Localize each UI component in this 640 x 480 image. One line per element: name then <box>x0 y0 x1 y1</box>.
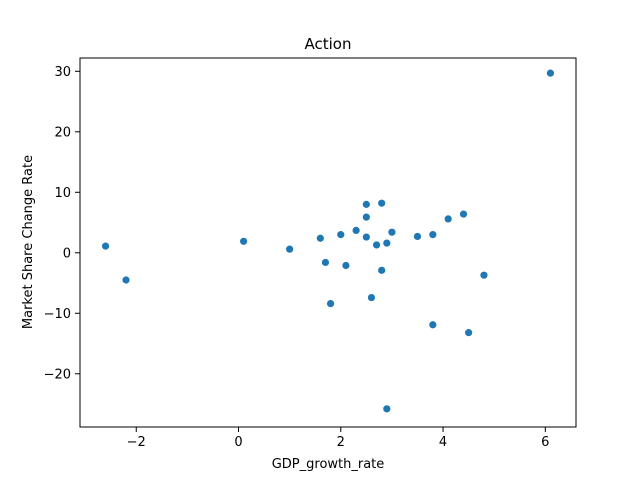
data-point-9 <box>352 226 360 235</box>
data-point-10 <box>362 200 370 208</box>
data-point-4 <box>316 234 324 242</box>
data-point-17 <box>383 239 391 247</box>
data-point-21 <box>429 231 437 239</box>
data-point-11 <box>362 213 370 221</box>
x-tick-label: 6 <box>541 435 549 450</box>
y-tick-label: 10 <box>54 186 71 201</box>
data-point-16 <box>378 266 386 274</box>
data-points <box>101 69 555 413</box>
y-tick-label: −10 <box>44 307 71 322</box>
data-point-2 <box>240 237 248 245</box>
data-point-3 <box>286 245 294 253</box>
data-point-25 <box>465 329 473 337</box>
y-tick-label: 0 <box>63 246 71 261</box>
x-tick-label: 0 <box>234 435 242 450</box>
y-tick-label: −20 <box>44 367 71 382</box>
data-point-22 <box>429 321 437 329</box>
data-point-7 <box>337 231 345 239</box>
data-point-19 <box>388 228 396 236</box>
data-point-27 <box>546 69 555 77</box>
data-point-20 <box>413 232 422 241</box>
x-axis-ticks: −2 0 2 4 6 <box>127 427 549 450</box>
data-point-23 <box>444 215 452 223</box>
y-axis-ticks: −20 −10 0 10 20 30 <box>44 65 80 382</box>
data-point-15 <box>378 199 386 207</box>
plot-frame <box>79 57 577 428</box>
y-axis-label: Market Share Change Rate <box>21 155 36 329</box>
y-tick-label: 20 <box>54 125 71 140</box>
data-point-12 <box>362 233 370 241</box>
data-point-1 <box>122 276 130 284</box>
data-point-26 <box>480 271 488 279</box>
data-point-18 <box>383 405 391 413</box>
data-point-14 <box>372 241 381 249</box>
data-point-8 <box>342 261 350 270</box>
data-point-6 <box>326 299 335 308</box>
chart-title: Action <box>305 35 352 53</box>
x-tick-label: −2 <box>127 435 146 450</box>
x-tick-label: 4 <box>439 435 447 450</box>
data-point-5 <box>321 258 330 267</box>
x-tick-label: 2 <box>337 435 345 450</box>
x-axis-label: GDP_growth_rate <box>272 457 385 472</box>
y-tick-label: 30 <box>54 65 71 80</box>
data-point-24 <box>459 210 468 218</box>
data-point-13 <box>367 293 376 302</box>
data-point-0 <box>101 242 110 250</box>
